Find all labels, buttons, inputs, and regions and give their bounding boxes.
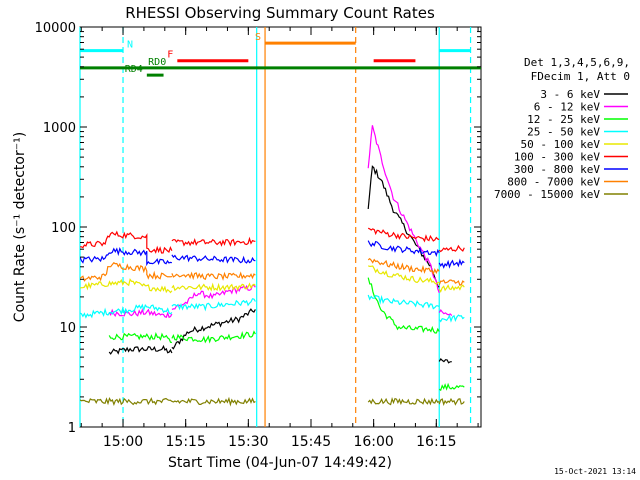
x-tick-label-0: 15:00 <box>103 434 143 450</box>
series-5-segment-2 <box>367 265 440 285</box>
series-1-segment-3 <box>438 357 452 364</box>
flag-label-0: N <box>127 40 133 51</box>
series-4-segment-2 <box>367 294 440 310</box>
series-8-segment-2 <box>367 257 440 276</box>
footer-date: 15-Oct-2021 13:14 <box>554 467 636 476</box>
series-1-segment-2 <box>367 165 440 288</box>
series-7 <box>80 240 465 269</box>
legend-label-1: 3 - 6 keV <box>540 88 600 101</box>
legend-label-6: 100 - 300 keV <box>514 151 600 164</box>
y-tick-label-0: 1 <box>68 421 76 436</box>
series-7-segment-2 <box>367 240 440 257</box>
legend-label-9: 7000 - 15000 keV <box>494 188 600 201</box>
y-tick-label-3: 1000 <box>43 121 76 136</box>
series-4-segment-0 <box>80 303 173 319</box>
series-6-segment-1 <box>171 236 256 247</box>
flag-label-6: RD4 <box>125 64 143 75</box>
series-6-segment-2 <box>367 227 440 243</box>
y-axis-label: Count Rate (s⁻¹ detector⁻¹) <box>12 132 28 322</box>
series-9-segment-3 <box>438 397 465 406</box>
flag-label-2: S <box>255 32 261 43</box>
legend: Det 1,3,4,5,6,9,FDecim 1, Att 0 3 - 6 keV… <box>494 56 630 201</box>
series-6-segment-0 <box>80 230 173 254</box>
series-2-segment-2 <box>367 125 440 294</box>
x-tick-label-2: 15:30 <box>228 434 268 450</box>
legend-label-4: 25 - 50 keV <box>527 126 600 139</box>
series-6 <box>80 227 465 254</box>
series-5 <box>80 265 465 294</box>
series-3-segment-1 <box>171 330 256 344</box>
series-8-segment-3 <box>438 279 465 287</box>
series-1-segment-0 <box>108 344 173 355</box>
series-7-segment-0 <box>80 247 173 267</box>
flag-label-5: RD0 <box>148 57 166 68</box>
series-3-segment-2 <box>367 277 440 334</box>
legend-label-2: 6 - 12 keV <box>534 101 601 114</box>
legend-label-5: 50 - 100 keV <box>521 138 601 151</box>
chart-title: RHESSI Observing Summary Count Rates <box>125 4 435 22</box>
y-tick-label-4: 10000 <box>35 21 76 36</box>
series-4-segment-1 <box>171 298 256 312</box>
series-8-segment-0 <box>80 262 173 282</box>
legend-header-0: Det 1,3,4,5,6,9, <box>524 56 630 69</box>
legend-header-1: FDecim 1, Att 0 <box>531 70 630 83</box>
x-tick-label-4: 16:00 <box>353 434 393 450</box>
series-8-segment-1 <box>171 271 256 281</box>
series-2 <box>108 125 453 319</box>
x-tick-label-5: 16:15 <box>416 434 456 450</box>
series-7-segment-1 <box>171 254 256 264</box>
series-3-segment-3 <box>438 382 465 392</box>
series-9-segment-1 <box>171 396 256 407</box>
y-tick-label-1: 10 <box>59 321 76 336</box>
series-1-segment-1 <box>171 308 256 350</box>
flag-label-3: F <box>167 50 173 61</box>
legend-label-8: 800 - 7000 keV <box>507 176 600 189</box>
series-9-segment-2 <box>367 396 440 406</box>
series-9-segment-0 <box>80 397 173 407</box>
series-2-segment-1 <box>171 284 256 310</box>
series-4-segment-3 <box>438 314 465 323</box>
series-7-segment-3 <box>438 258 465 269</box>
series-2-segment-0 <box>108 308 173 319</box>
x-tick-label-3: 15:45 <box>291 434 331 450</box>
legend-label-3: 12 - 25 keV <box>527 113 600 126</box>
series-1 <box>108 165 452 364</box>
series-5-segment-0 <box>80 278 173 294</box>
series-9 <box>80 396 465 407</box>
series-8 <box>80 257 465 287</box>
series-5-segment-1 <box>171 282 256 292</box>
series-6-segment-3 <box>438 244 465 253</box>
x-tick-label-1: 15:15 <box>166 434 206 450</box>
series-4 <box>80 294 465 323</box>
x-axis-label: Start Time (04-Jun-07 14:49:42) <box>168 455 392 471</box>
series-5-segment-3 <box>438 284 465 293</box>
series-3-segment-0 <box>108 331 173 344</box>
y-tick-label-2: 100 <box>51 221 76 236</box>
series-3 <box>108 277 465 392</box>
legend-label-7: 300 - 800 keV <box>514 163 600 176</box>
series-2-segment-3 <box>438 308 453 317</box>
